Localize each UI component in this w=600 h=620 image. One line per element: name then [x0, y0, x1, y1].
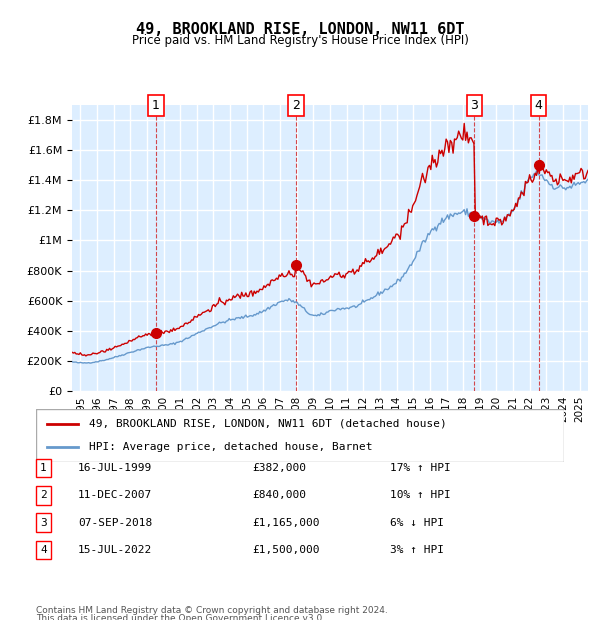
Text: 49, BROOKLAND RISE, LONDON, NW11 6DT: 49, BROOKLAND RISE, LONDON, NW11 6DT — [136, 22, 464, 37]
Text: 4: 4 — [535, 99, 542, 112]
Text: HPI: Average price, detached house, Barnet: HPI: Average price, detached house, Barn… — [89, 442, 372, 452]
Text: 10% ↑ HPI: 10% ↑ HPI — [390, 490, 451, 500]
Text: 3% ↑ HPI: 3% ↑ HPI — [390, 545, 444, 555]
Text: 1: 1 — [152, 99, 160, 112]
Text: £1,165,000: £1,165,000 — [252, 518, 320, 528]
Text: 3: 3 — [40, 518, 47, 528]
Text: 6% ↓ HPI: 6% ↓ HPI — [390, 518, 444, 528]
Text: 1: 1 — [40, 463, 47, 473]
Text: 15-JUL-2022: 15-JUL-2022 — [78, 545, 152, 555]
Text: This data is licensed under the Open Government Licence v3.0.: This data is licensed under the Open Gov… — [36, 614, 325, 620]
Text: £382,000: £382,000 — [252, 463, 306, 473]
Text: £1,500,000: £1,500,000 — [252, 545, 320, 555]
Text: 2: 2 — [40, 490, 47, 500]
Text: 16-JUL-1999: 16-JUL-1999 — [78, 463, 152, 473]
Text: 11-DEC-2007: 11-DEC-2007 — [78, 490, 152, 500]
FancyBboxPatch shape — [36, 409, 564, 462]
Text: 4: 4 — [40, 545, 47, 555]
Text: Price paid vs. HM Land Registry's House Price Index (HPI): Price paid vs. HM Land Registry's House … — [131, 34, 469, 47]
Text: Contains HM Land Registry data © Crown copyright and database right 2024.: Contains HM Land Registry data © Crown c… — [36, 606, 388, 616]
Text: 3: 3 — [470, 99, 478, 112]
Text: 17% ↑ HPI: 17% ↑ HPI — [390, 463, 451, 473]
Text: 07-SEP-2018: 07-SEP-2018 — [78, 518, 152, 528]
Text: 2: 2 — [292, 99, 300, 112]
Text: 49, BROOKLAND RISE, LONDON, NW11 6DT (detached house): 49, BROOKLAND RISE, LONDON, NW11 6DT (de… — [89, 419, 446, 429]
Text: £840,000: £840,000 — [252, 490, 306, 500]
